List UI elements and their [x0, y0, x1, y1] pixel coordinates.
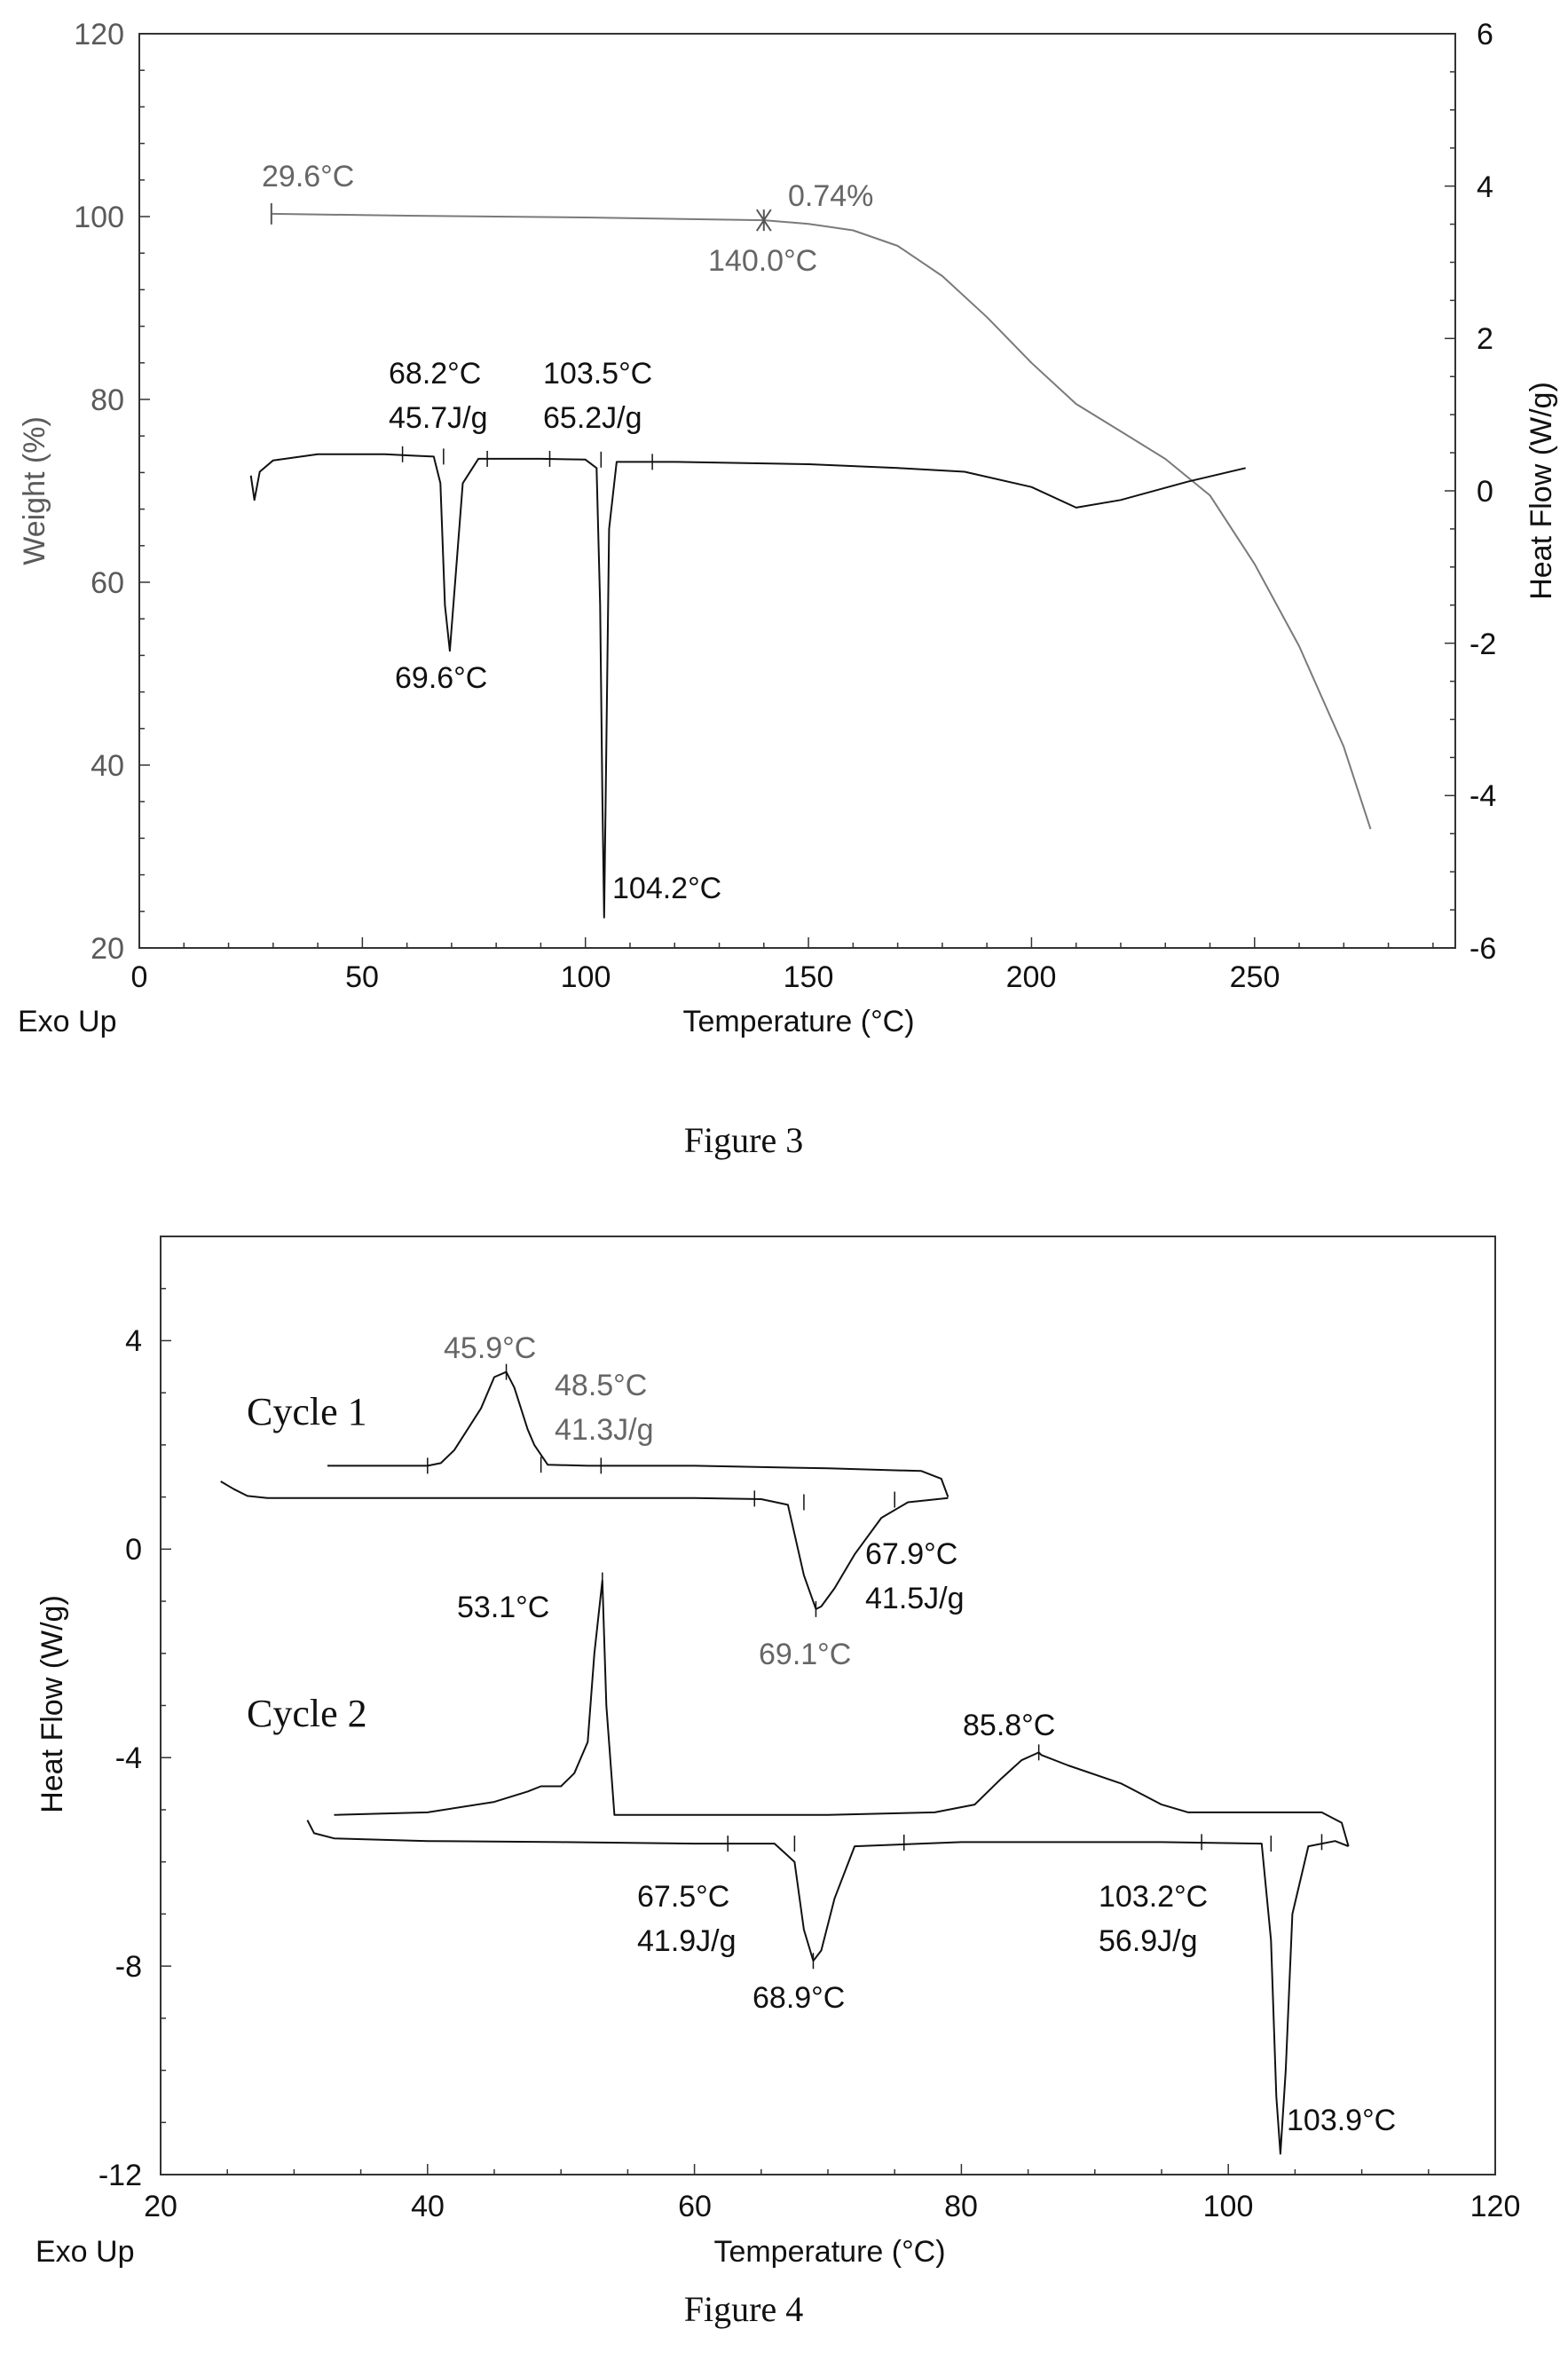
fig3-yrtick-m2: -2: [1470, 628, 1496, 661]
fig3-xtick-250: 250: [1230, 960, 1280, 994]
fig3-yltick-40: 40: [91, 749, 124, 783]
fig3-ann-65.2: 65.2J/g: [543, 401, 642, 435]
fig3-yrtick-m4: -4: [1470, 779, 1496, 813]
fig4-cycle1-label: Cycle 1: [247, 1390, 367, 1433]
figure4-caption: Figure 4: [684, 2289, 803, 2329]
fig3-ann-45.7: 45.7J/g: [389, 401, 488, 435]
figure4-chart: 20 40 60 80 100 120 -12 -8 -4 0 4 Heat F…: [35, 1236, 1520, 2329]
fig4-heatflow-line-2: [220, 1480, 949, 1610]
fig3-ann-69.6: 69.6°C: [395, 661, 487, 695]
fig4-xtick-20: 20: [144, 2190, 177, 2223]
fig3-ann-0.74: 0.74%: [788, 179, 873, 213]
fig3-yltick-60: 60: [91, 566, 124, 600]
fig3-yltick-120: 120: [74, 18, 124, 51]
fig4-ylabel: Heat Flow (W/g): [35, 1595, 69, 1813]
fig4-xtick-100: 100: [1203, 2190, 1254, 2223]
fig4-ann-41.9: 41.9J/g: [637, 1924, 737, 1958]
fig4-ann-69.1: 69.1°C: [759, 1638, 851, 1671]
fig4-ann-48.5: 48.5°C: [555, 1369, 647, 1402]
fig3-xtick-200: 200: [1006, 960, 1057, 994]
fig4-exo-up: Exo Up: [35, 2235, 135, 2269]
fig4-heatflow-line-3: [334, 1579, 1350, 1847]
fig4-heatflow-line-1: [327, 1370, 949, 1497]
fig3-ann-104.2: 104.2°C: [612, 872, 721, 905]
figure3-lines: [249, 212, 1372, 919]
fig4-xlabel: Temperature (°C): [713, 2235, 945, 2269]
fig3-yrtick-6: 6: [1477, 18, 1493, 51]
figure3-chart: 0 50 100 150 200 250 20 40 60 80 100 120…: [18, 18, 1558, 1160]
fig3-heatflow-line: [249, 453, 1246, 919]
fig4-heatflow-line-4: [306, 1820, 1349, 2155]
fig4-ytick-m4: -4: [115, 1741, 142, 1775]
fig4-ann-68.9: 68.9°C: [752, 1981, 845, 2015]
fig4-xtick-60: 60: [678, 2190, 712, 2223]
fig4-ann-67.9: 67.9°C: [865, 1537, 957, 1571]
fig3-ann-29.6: 29.6°C: [262, 160, 354, 193]
fig4-ann-53.1: 53.1°C: [457, 1591, 549, 1624]
fig3-weight-marker: [755, 209, 772, 232]
fig3-yltick-20: 20: [91, 932, 124, 966]
fig4-ann-41.5: 41.5J/g: [865, 1582, 965, 1615]
figure4-lines: [220, 1370, 1350, 2155]
fig4-cycle2-label: Cycle 2: [247, 1692, 367, 1735]
fig4-ann-45.9: 45.9°C: [444, 1331, 536, 1365]
figure4-ticks: [160, 1236, 1496, 2175]
fig3-weight-line: [271, 212, 1372, 830]
fig4-xtick-40: 40: [411, 2190, 445, 2223]
fig3-exo-up: Exo Up: [18, 1005, 117, 1038]
fig3-ann-68.2: 68.2°C: [389, 357, 481, 391]
fig4-xtick-120: 120: [1470, 2190, 1521, 2223]
fig4-ann-67.5: 67.5°C: [637, 1880, 729, 1914]
fig3-yrtick-m6: -6: [1470, 932, 1496, 966]
fig3-xtick-150: 150: [784, 960, 834, 994]
fig4-ytick-m12: -12: [98, 2159, 142, 2192]
fig4-ann-103.9: 103.9°C: [1287, 2104, 1396, 2137]
fig4-ann-103.2: 103.2°C: [1099, 1880, 1208, 1914]
figure4-peak-markers: [427, 1363, 1323, 1970]
figure3-ticks: [138, 33, 1455, 949]
fig3-xtick-0: 0: [131, 960, 148, 994]
fig3-yrtick-2: 2: [1477, 322, 1493, 356]
fig4-ytick-m8: -8: [115, 1950, 142, 1984]
fig4-ann-41.3: 41.3J/g: [555, 1413, 654, 1447]
fig3-yltick-80: 80: [91, 383, 124, 417]
figure3-caption: Figure 3: [684, 1120, 803, 1160]
fig4-xtick-80: 80: [944, 2190, 978, 2223]
fig4-ytick-0: 0: [125, 1533, 142, 1567]
fig4-ann-85.8: 85.8°C: [963, 1709, 1055, 1742]
fig3-ann-103.5: 103.5°C: [543, 357, 652, 391]
fig3-ann-140: 140.0°C: [708, 244, 817, 278]
fig4-ann-56.9: 56.9J/g: [1099, 1924, 1198, 1958]
figure3-peak-markers: [270, 202, 772, 470]
fig3-xtick-100: 100: [561, 960, 611, 994]
fig4-ytick-4: 4: [125, 1324, 142, 1358]
fig3-yltick-100: 100: [74, 201, 124, 234]
fig3-xlabel: Temperature (°C): [682, 1005, 914, 1038]
fig3-ylabel-left: Weight (%): [18, 416, 51, 565]
fig3-yrtick-0: 0: [1477, 475, 1493, 509]
fig3-ylabel-right: Heat Flow (W/g): [1525, 382, 1558, 600]
fig3-xtick-50: 50: [345, 960, 379, 994]
fig3-yrtick-4: 4: [1477, 170, 1493, 204]
